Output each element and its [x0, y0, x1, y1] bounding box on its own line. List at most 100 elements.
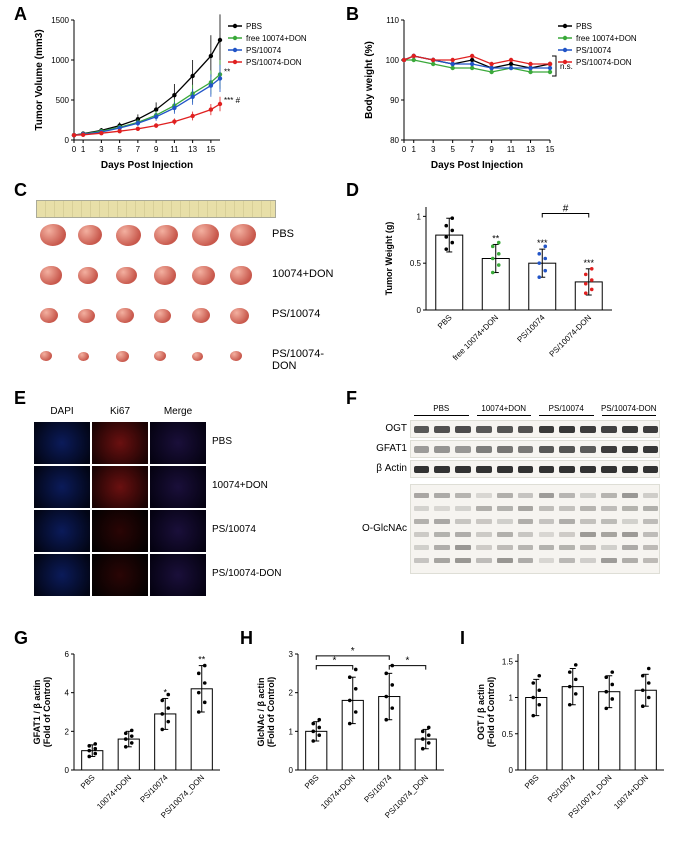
svg-text:***: ***: [537, 238, 548, 248]
tumor: [154, 309, 171, 323]
svg-text:0.5: 0.5: [410, 259, 422, 268]
svg-text:OGT / β actin: OGT / β actin: [476, 684, 486, 740]
svg-text:11: 11: [170, 145, 179, 154]
svg-text:Days Post Injection: Days Post Injection: [431, 160, 523, 171]
panel-f-wb: PBS10074+DONPS/10074PS/10074-DON OGTGFAT…: [410, 404, 660, 574]
if-image: [34, 466, 90, 508]
tumor: [230, 266, 252, 285]
svg-text:PBS: PBS: [303, 773, 321, 791]
if-image: [34, 554, 90, 596]
if-image: [34, 422, 90, 464]
svg-text:0: 0: [65, 136, 70, 145]
tumor: [78, 309, 95, 323]
svg-text:3: 3: [99, 145, 104, 154]
svg-text:PBS: PBS: [246, 22, 262, 31]
svg-text:0: 0: [417, 306, 422, 315]
svg-text:0: 0: [289, 766, 294, 775]
svg-text:9: 9: [154, 145, 159, 154]
panel-e-headers: DAPI Ki67 Merge: [34, 406, 206, 417]
tumor: [116, 308, 134, 323]
wb-row: GFAT1: [410, 440, 660, 458]
svg-text:100: 100: [386, 56, 400, 65]
svg-text:1: 1: [417, 212, 422, 221]
if-image: [150, 554, 206, 596]
panel-label-c: C: [14, 180, 27, 201]
svg-text:1000: 1000: [51, 56, 69, 65]
tumor: [230, 308, 249, 324]
svg-text:PBS: PBS: [436, 313, 454, 331]
svg-text:PS/10074: PS/10074: [138, 773, 170, 805]
svg-text:13: 13: [188, 145, 197, 154]
svg-text:10074+DON: 10074+DON: [319, 773, 357, 811]
svg-text:*: *: [333, 656, 337, 667]
svg-text:*: *: [351, 646, 355, 657]
panel-e-grid: [34, 422, 206, 596]
svg-text:80: 80: [390, 136, 399, 145]
svg-text:1: 1: [412, 145, 417, 154]
svg-text:10074+DON: 10074+DON: [612, 773, 650, 811]
svg-text:10074+DON: 10074+DON: [95, 773, 133, 811]
svg-text:15: 15: [546, 145, 555, 154]
svg-text:*: *: [163, 687, 167, 697]
svg-text:2: 2: [65, 727, 70, 736]
panel-c-tumors: PBS10074+DONPS/10074PS/10074-DON: [36, 222, 336, 382]
svg-text:7: 7: [470, 145, 475, 154]
tumor: [192, 308, 210, 323]
svg-text:Body weight (%): Body weight (%): [364, 41, 375, 119]
panel-label-b: B: [346, 4, 359, 25]
if-row-label: PS/10074-DON: [212, 568, 281, 579]
panel-label-g: G: [14, 628, 28, 649]
svg-text:1500: 1500: [51, 16, 69, 25]
svg-text:0: 0: [72, 145, 77, 154]
panel-d-chart: 00.51Tumor Weight (g)PBS**free 10074+DON…: [380, 195, 620, 380]
svg-text:15: 15: [206, 145, 215, 154]
svg-text:PS/10074: PS/10074: [576, 46, 612, 55]
svg-text:n.s.: n.s.: [560, 62, 573, 71]
wb-row: β Actin: [410, 460, 660, 478]
svg-text:90: 90: [390, 96, 399, 105]
svg-text:Days Post Injection: Days Post Injection: [101, 160, 193, 171]
tumor: [78, 267, 98, 284]
svg-text:PS/10074-DON: PS/10074-DON: [547, 313, 593, 359]
svg-text:3: 3: [289, 650, 294, 659]
svg-text:0: 0: [65, 766, 70, 775]
svg-text:0: 0: [402, 145, 407, 154]
if-image: [150, 510, 206, 552]
if-image: [34, 510, 90, 552]
tumor-row-label: PS/10074-DON: [272, 348, 336, 372]
svg-text:PS/10074: PS/10074: [246, 46, 282, 55]
svg-text:9: 9: [489, 145, 494, 154]
panel-h-chart: 0123GlcNAc / β actin(Fold of Control)PBS…: [252, 642, 452, 834]
panel-c-ruler: [36, 200, 276, 218]
svg-text:1: 1: [289, 727, 294, 736]
svg-text:free 10074+DON: free 10074+DON: [246, 34, 307, 43]
svg-text:PBS: PBS: [79, 773, 97, 791]
svg-text:free 10074+DON: free 10074+DON: [451, 313, 500, 362]
svg-text:(Fold of Control): (Fold of Control): [42, 677, 52, 747]
tumor: [192, 352, 203, 361]
if-image: [92, 422, 148, 464]
svg-text:***: ***: [583, 258, 594, 268]
svg-text:(Fold of Control): (Fold of Control): [266, 677, 276, 747]
svg-text:PS/10074-DON: PS/10074-DON: [576, 58, 632, 67]
tumor: [116, 267, 137, 285]
wb-row-label: β Actin: [349, 463, 407, 474]
svg-text:#: #: [563, 204, 569, 215]
wb-row-label: GFAT1: [349, 443, 407, 454]
wb-row: OGT: [410, 420, 660, 438]
if-row-label: 10074+DON: [212, 480, 268, 491]
wb-group-label: PBS: [410, 404, 473, 413]
tumor: [192, 266, 215, 286]
panel-label-f: F: [346, 388, 357, 409]
svg-text:(Fold of Control): (Fold of Control): [486, 677, 496, 747]
tumor-row-label: PBS: [272, 228, 294, 240]
panel-label-i: I: [460, 628, 465, 649]
svg-text:1: 1: [509, 694, 514, 703]
svg-text:1: 1: [81, 145, 86, 154]
svg-text:**: **: [224, 67, 230, 76]
if-row-label: PBS: [212, 436, 232, 447]
if-image: [92, 510, 148, 552]
svg-text:GlcNAc / β actin: GlcNAc / β actin: [256, 677, 266, 746]
tumor: [116, 351, 129, 362]
svg-text:**: **: [198, 655, 206, 665]
